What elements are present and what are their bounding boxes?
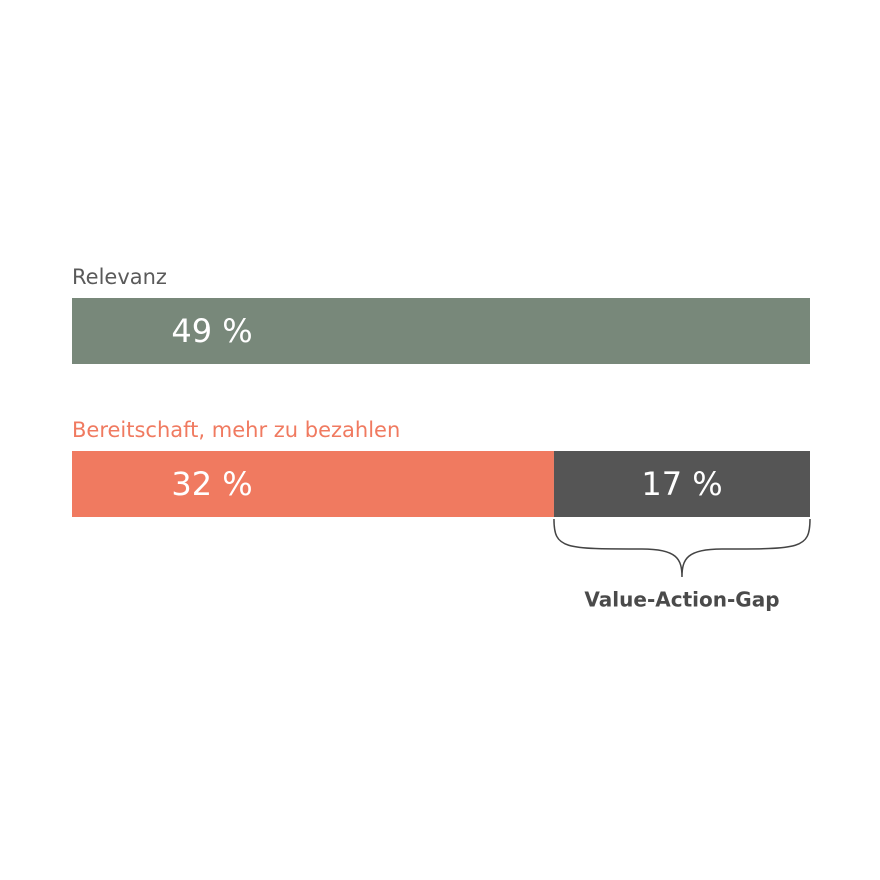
category-label: Bereitschaft, mehr zu bezahlen bbox=[72, 418, 400, 442]
value-label: 17 % bbox=[641, 465, 722, 503]
bar-segment bbox=[553, 451, 810, 517]
annotation: Value-Action-Gap bbox=[584, 588, 779, 612]
value-label: 32 % bbox=[171, 465, 252, 503]
value-label: 49 % bbox=[171, 312, 252, 350]
category-label: Relevanz bbox=[72, 265, 167, 289]
bar-segment bbox=[72, 451, 554, 517]
brace bbox=[553, 518, 811, 578]
bar-segment bbox=[72, 298, 810, 364]
